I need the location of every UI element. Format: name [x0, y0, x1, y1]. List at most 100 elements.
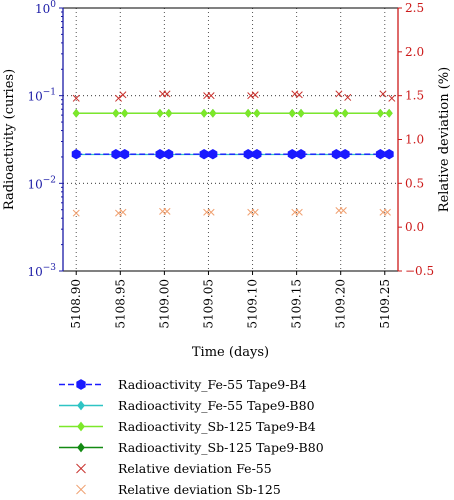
data-point	[287, 149, 297, 160]
data-point	[295, 91, 303, 99]
legend-marker	[76, 379, 86, 390]
y-right-tick-label: 1.0	[405, 133, 424, 147]
series-layer	[71, 90, 396, 217]
data-point	[111, 149, 121, 160]
series-2	[72, 108, 393, 118]
y-right-tick-label: 1.5	[405, 89, 424, 103]
data-point	[209, 108, 217, 118]
data-point	[72, 108, 80, 118]
y-left-tick-label: 10−1	[27, 88, 56, 104]
x-tick-label: 5109.10	[246, 279, 260, 329]
legend-item: Radioactivity_Sb-125 Tape9-B80	[56, 437, 446, 458]
series-5	[72, 207, 391, 217]
data-point	[199, 149, 209, 160]
data-point	[207, 92, 215, 100]
data-point	[115, 209, 123, 217]
legend-item: Relative deviation Sb-125	[56, 479, 446, 500]
legend-marker	[77, 421, 85, 432]
data-point	[247, 92, 255, 100]
legend-label: Relative deviation Fe-55	[118, 461, 272, 476]
data-point	[376, 108, 384, 118]
data-point	[297, 108, 305, 118]
data-point	[119, 91, 127, 99]
x-tick-label: 5109.15	[290, 279, 304, 329]
data-point	[115, 94, 123, 102]
x-tick-label: 5109.20	[334, 279, 348, 329]
data-point	[383, 208, 391, 216]
data-point	[251, 91, 259, 99]
y-right-tick-label: 2.0	[405, 45, 424, 59]
data-point	[163, 207, 171, 215]
y-left-tick-label: 10−2	[27, 175, 56, 191]
data-point	[384, 149, 394, 160]
y-axis-right-label: Relative deviation (%)	[437, 67, 452, 212]
legend-label: Radioactivity_Fe-55 Tape9-B4	[118, 377, 307, 392]
legend-label: Relative deviation Sb-125	[118, 482, 281, 497]
legend-marker	[76, 463, 86, 474]
data-point	[112, 108, 120, 118]
data-point	[291, 90, 299, 98]
data-point	[379, 90, 387, 98]
data-point	[155, 149, 165, 160]
data-point	[165, 108, 173, 118]
legend: Radioactivity_Fe-55 Tape9-B4 Radioactivit…	[56, 374, 446, 500]
legend-label: Radioactivity_Fe-55 Tape9-B80	[118, 398, 315, 413]
legend-marker	[76, 484, 86, 495]
data-point	[288, 108, 296, 118]
data-point	[339, 207, 347, 215]
legend-swatch	[59, 421, 103, 432]
y-left-tick-label: 10−3	[27, 263, 56, 279]
x-tick-label: 5109.00	[157, 279, 171, 329]
data-point	[156, 108, 164, 118]
legend-swatch	[59, 379, 103, 390]
data-point	[295, 208, 303, 216]
data-point	[243, 149, 253, 160]
data-point	[340, 149, 350, 160]
data-point	[72, 209, 80, 217]
data-point	[375, 149, 385, 160]
x-tick-label: 5108.90	[69, 279, 83, 329]
legend-item: Radioactivity_Fe-55 Tape9-B4	[56, 374, 446, 395]
legend-marker	[77, 400, 85, 411]
data-point	[296, 149, 306, 160]
axis-ticks: 5108.90 5108.95 5109.00 5109.05 5109.10 5109.…	[27, 0, 434, 329]
grid-lines	[63, 7, 398, 272]
data-point	[385, 108, 393, 118]
data-point	[252, 149, 262, 160]
plot-frame	[62, 7, 399, 272]
data-point	[331, 149, 341, 160]
data-point	[72, 94, 80, 102]
data-point	[341, 108, 349, 118]
x-tick-label: 5109.05	[201, 279, 215, 329]
legend-swatch	[76, 463, 86, 474]
series-0	[71, 149, 394, 160]
data-point	[119, 208, 127, 216]
legend-item: Relative deviation Fe-55	[56, 458, 446, 479]
y-axis-left-label: Radioactivity (curies)	[2, 69, 17, 210]
data-point	[344, 93, 352, 101]
legend-swatch	[59, 400, 103, 411]
legend-marker	[77, 442, 85, 453]
legend-label: Radioactivity_Sb-125 Tape9-B4	[118, 419, 316, 434]
data-point	[253, 108, 261, 118]
data-point	[335, 90, 343, 98]
y-left-tick-label: 100	[35, 0, 56, 16]
data-point	[163, 90, 171, 98]
data-point	[244, 108, 252, 118]
data-point	[164, 149, 174, 160]
data-point	[200, 108, 208, 118]
legend-item: Radioactivity_Fe-55 Tape9-B80	[56, 395, 446, 416]
y-right-tick-label: 0.5	[405, 176, 424, 190]
x-tick-label: 5109.25	[378, 279, 392, 329]
x-tick-label: 5108.95	[113, 279, 127, 329]
y-right-tick-label: 2.5	[405, 1, 424, 15]
data-point	[332, 108, 340, 118]
legend-swatch	[59, 442, 103, 453]
data-point	[207, 208, 215, 216]
data-point	[120, 149, 130, 160]
legend-label: Radioactivity_Sb-125 Tape9-B80	[118, 440, 324, 455]
data-point	[121, 108, 129, 118]
legend-item: Radioactivity_Sb-125 Tape9-B4	[56, 416, 446, 437]
data-point	[251, 208, 259, 216]
